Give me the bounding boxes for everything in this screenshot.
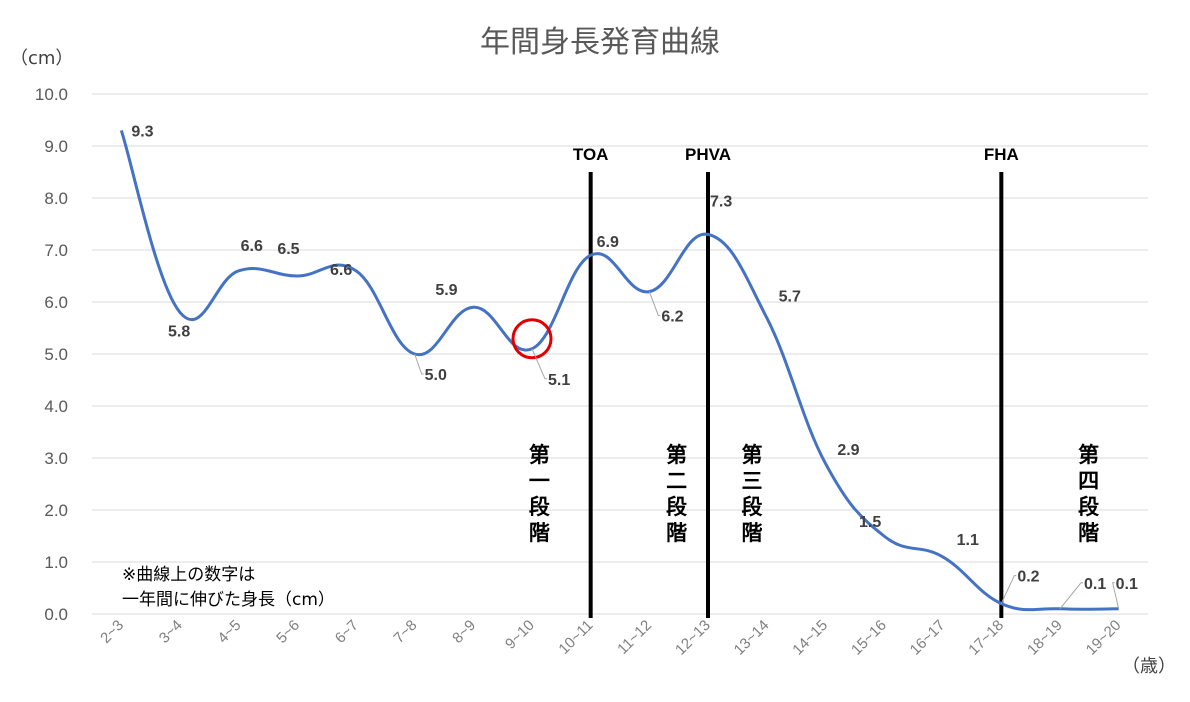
data-label: 5.1 [548,372,570,389]
data-label: 7.3 [710,193,732,210]
data-label-leader [1000,575,1017,604]
x-tick-label: 17~18 [965,617,1007,659]
data-label: 6.5 [277,241,299,258]
y-axis-unit: （cm） [10,48,73,69]
y-tick-label: 9.0 [44,137,68,156]
stage-label-char: 一 [529,469,550,493]
y-tick-label: 7.0 [44,241,68,260]
y-tick-label: 4.0 [44,397,68,416]
note-line: ※曲線上の数字は [122,565,255,585]
stage-label-char: 四 [1078,469,1099,493]
stage-label-char: 段 [742,495,763,519]
gridlines [92,93,1148,615]
x-tick-label: 18~19 [1024,617,1066,659]
data-label: 0.2 [1017,569,1039,586]
stage-label-char: 三 [742,469,763,493]
phase-marker-label: PHVA [685,145,731,164]
x-tick-label: 16~17 [907,617,949,659]
data-label-leader [531,348,547,380]
x-tick-labels: 2~3 3~4 4~5 5~6 6~7 7~8 8~9 9~10 10~11 11~12 12~13… [97,617,1124,659]
y-tick-label: 6.0 [44,293,68,312]
data-label: 6.6 [241,238,263,255]
data-label: 5.8 [168,323,190,340]
data-label: 6.9 [597,234,619,251]
data-label: 1.1 [957,532,979,549]
stage-label-char: 階 [742,521,763,545]
y-tick-label: 5.0 [44,345,68,364]
phase-markers: TOA PHVA FHA [573,145,1019,618]
stage-label-char: 第 [742,443,763,467]
highlight-circle [511,318,553,360]
data-label: 6.2 [661,309,683,326]
y-tick-label: 0.0 [44,605,68,624]
data-label-leader [1059,582,1083,610]
x-tick-label: 3~4 [156,617,186,647]
data-label: 9.3 [131,123,153,140]
data-label-leader [414,353,424,375]
y-tick-label: 8.0 [44,189,68,208]
data-label: 2.9 [837,442,859,459]
chart-title: 年間身長発育曲線 [480,25,720,60]
x-tick-label: 6~7 [332,617,362,647]
stage-label-char: 段 [666,495,687,519]
stage-label-char: 段 [1078,495,1099,519]
data-label-leader [1112,582,1120,609]
data-label: 5.0 [425,367,447,384]
stage-label-char: 階 [666,521,687,545]
x-tick-label: 11~12 [614,617,655,658]
phase-marker-label: FHA [984,145,1019,164]
y-tick-label: 10.0 [35,85,68,104]
x-tick-label: 5~6 [273,617,303,647]
stage-label-char: 段 [529,495,550,519]
data-labels: 9.3 5.8 6.6 6.5 6.6 5.0 5.9 5.1 6.9 6.2 7.3 5.7 2.9 1… [131,123,1138,610]
series-line [119,129,1119,612]
y-tick-label: 1.0 [44,553,68,572]
stage-label-char: 階 [529,521,550,545]
x-tick-label: 9~10 [502,617,538,653]
x-tick-label: 7~8 [390,617,420,647]
y-tick-label: 2.0 [44,501,68,520]
data-label: 0.1 [1116,576,1138,593]
x-tick-label: 12~13 [672,617,714,659]
stage-label-char: 第 [529,443,550,467]
x-tick-label: 2~3 [97,617,127,647]
data-label: 5.9 [435,282,457,299]
data-label: 1.5 [859,514,881,531]
data-label: 0.1 [1084,576,1106,593]
stage-label-char: 第 [666,443,687,467]
x-axis-unit: （歳） [1122,656,1176,677]
x-tick-label: 14~15 [789,617,831,659]
phase-marker-label: TOA [573,145,609,164]
data-label: 6.6 [330,262,352,279]
x-tick-label: 4~5 [214,617,244,647]
y-tick-label: 3.0 [44,449,68,468]
stage-label-char: 階 [1078,521,1099,545]
x-tick-label: 10~11 [555,617,596,658]
stage-label-char: 第 [1078,443,1099,467]
note-line: 一年間に伸びた身長（cm） [122,590,335,610]
x-tick-label: 19~20 [1083,617,1125,659]
series [119,129,1119,612]
x-tick-label: 13~14 [731,617,773,659]
data-label-leader [648,291,661,317]
y-tick-labels: 0.0 1.0 2.0 3.0 4.0 5.0 6.0 7.0 8.0 9.0 10.0 [35,85,68,624]
stage-label-char: 二 [666,469,687,493]
x-tick-label: 8~9 [449,617,479,647]
data-label: 5.7 [779,289,801,306]
x-tick-label: 15~16 [848,617,890,659]
